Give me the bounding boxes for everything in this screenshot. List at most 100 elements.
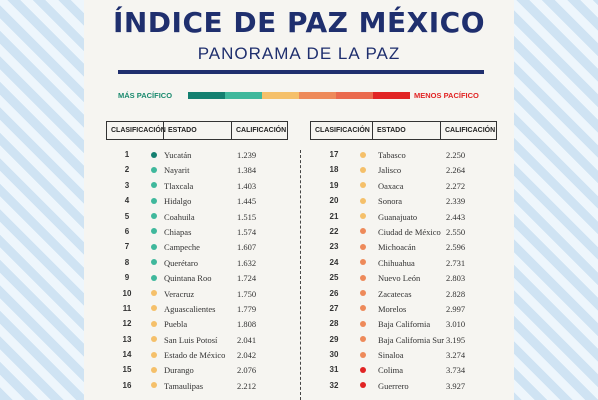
table-row: 1 Yucatán 1.239 [106, 148, 301, 163]
table-row: 11 Aguascalientes 1.779 [106, 302, 301, 317]
scale-segment [373, 92, 410, 99]
peace-level-dot-icon [151, 259, 157, 266]
score-cell: 2.828 [446, 288, 466, 299]
peace-level-dot-icon [360, 166, 366, 173]
peace-level-dot-icon [151, 151, 157, 158]
column-header-state: ESTADO [164, 122, 232, 139]
ranking-list-left: 1 Yucatán 1.239 2 Nayarit 1.384 3 Tlaxcala 1.403… [106, 148, 301, 394]
state-cell: Hidalgo [164, 196, 192, 207]
column-header-state: ESTADO [373, 122, 441, 139]
score-cell: 3.734 [446, 365, 466, 376]
score-cell: 3.274 [446, 350, 466, 361]
scale-segment [299, 92, 336, 99]
table-row: 19 Oaxaca 2.272 [310, 179, 505, 194]
rank-cell: 31 [329, 365, 339, 375]
peace-level-dot-icon [360, 290, 366, 297]
ranking-list-right: 17 Tabasco 2.250 18 Jalisco 2.264 19 Oaxaca 2.27… [310, 148, 505, 394]
rank-cell: 5 [124, 211, 130, 221]
rank-cell: 11 [122, 303, 132, 313]
state-cell: Veracruz [164, 288, 195, 299]
score-cell: 1.607 [237, 242, 257, 253]
score-cell: 1.515 [237, 211, 257, 222]
scale-label-most-peaceful: MÁS PACÍFICO [118, 91, 173, 100]
peace-level-dot-icon [151, 213, 157, 220]
state-cell: Morelos [378, 303, 407, 314]
table-row: 2 Nayarit 1.384 [106, 163, 301, 178]
score-cell: 1.384 [237, 165, 257, 176]
peace-level-dot-icon [360, 182, 366, 189]
state-cell: Quintana Roo [164, 273, 212, 284]
state-cell: Coahuila [164, 211, 195, 222]
peace-level-dot-icon [360, 151, 366, 158]
peace-level-dot-icon [151, 320, 157, 327]
peace-level-dot-icon [151, 274, 157, 281]
rank-cell: 19 [329, 180, 339, 190]
state-cell: Oaxaca [378, 180, 404, 191]
score-cell: 1.750 [237, 288, 257, 299]
state-cell: Chihuahua [378, 257, 415, 268]
score-cell: 2.272 [446, 180, 466, 191]
score-cell: 2.596 [446, 242, 466, 253]
rank-cell: 17 [329, 150, 339, 159]
rank-cell: 15 [122, 365, 132, 375]
table-row: 23 Michoacán 2.596 [310, 240, 505, 255]
table-row: 14 Estado de México 2.042 [106, 348, 301, 363]
table-row: 32 Guerrero 3.927 [310, 379, 505, 394]
rank-cell: 20 [329, 196, 339, 206]
peace-level-dot-icon [360, 305, 366, 312]
rank-cell: 24 [329, 257, 339, 267]
state-cell: Puebla [164, 319, 188, 330]
table-row: 4 Hidalgo 1.445 [106, 194, 301, 209]
state-cell: Durango [164, 365, 194, 376]
rank-cell: 22 [329, 226, 339, 236]
score-cell: 3.927 [446, 380, 466, 391]
table-row: 21 Guanajuato 2.443 [310, 210, 505, 225]
state-cell: Guerrero [378, 380, 409, 391]
rank-cell: 26 [329, 288, 339, 298]
table-row: 3 Tlaxcala 1.403 [106, 179, 301, 194]
rank-cell: 4 [124, 196, 130, 206]
column-header-rank: CLASIFICACIÓN [310, 122, 373, 139]
table-row: 6 Chiapas 1.574 [106, 225, 301, 240]
rank-cell: 28 [329, 319, 339, 329]
score-cell: 2.264 [446, 165, 466, 176]
table-row: 5 Coahuila 1.515 [106, 210, 301, 225]
score-cell: 2.731 [446, 257, 466, 268]
table-row: 28 Baja California 3.010 [310, 317, 505, 332]
scale-segment [188, 92, 225, 99]
score-cell: 2.212 [237, 380, 257, 391]
infographic-card: ÍNDICE DE PAZ MÉXICO PANORAMA DE LA PAZ … [84, 0, 514, 400]
score-cell: 2.443 [446, 211, 466, 222]
table-row: 9 Quintana Roo 1.724 [106, 271, 301, 286]
score-cell: 2.550 [446, 226, 466, 237]
peace-level-dot-icon [151, 243, 157, 250]
state-cell: Campeche [164, 242, 200, 253]
table-row: 10 Veracruz 1.750 [106, 287, 301, 302]
page-title: ÍNDICE DE PAZ MÉXICO [112, 6, 486, 39]
state-cell: Nayarit [164, 165, 190, 176]
scale-segment [336, 92, 373, 99]
peace-level-dot-icon [151, 228, 157, 235]
table-row: 30 Sinaloa 3.274 [310, 348, 505, 363]
column-header-score: CALIFICACIÓN [232, 122, 288, 139]
table-row: 25 Nuevo León 2.803 [310, 271, 505, 286]
peace-level-dot-icon [151, 351, 157, 358]
peace-level-dot-icon [360, 382, 366, 389]
state-cell: Zacatecas [378, 288, 412, 299]
score-cell: 2.041 [237, 334, 257, 345]
table-row: 7 Campeche 1.607 [106, 240, 301, 255]
state-cell: Guanajuato [378, 211, 418, 222]
score-cell: 1.403 [237, 180, 257, 191]
peace-level-dot-icon [151, 290, 157, 297]
rank-cell: 30 [329, 350, 339, 360]
page-subtitle: PANORAMA DE LA PAZ [197, 44, 401, 63]
state-cell: Querétaro [164, 257, 198, 268]
score-cell: 1.724 [237, 273, 257, 284]
state-cell: Estado de México [164, 350, 226, 361]
state-cell: Michoacán [378, 242, 416, 253]
score-cell: 1.808 [237, 319, 257, 330]
score-cell: 2.042 [237, 350, 257, 361]
peace-level-dot-icon [360, 213, 366, 220]
score-cell: 2.803 [446, 273, 466, 284]
rank-cell: 14 [122, 350, 132, 360]
